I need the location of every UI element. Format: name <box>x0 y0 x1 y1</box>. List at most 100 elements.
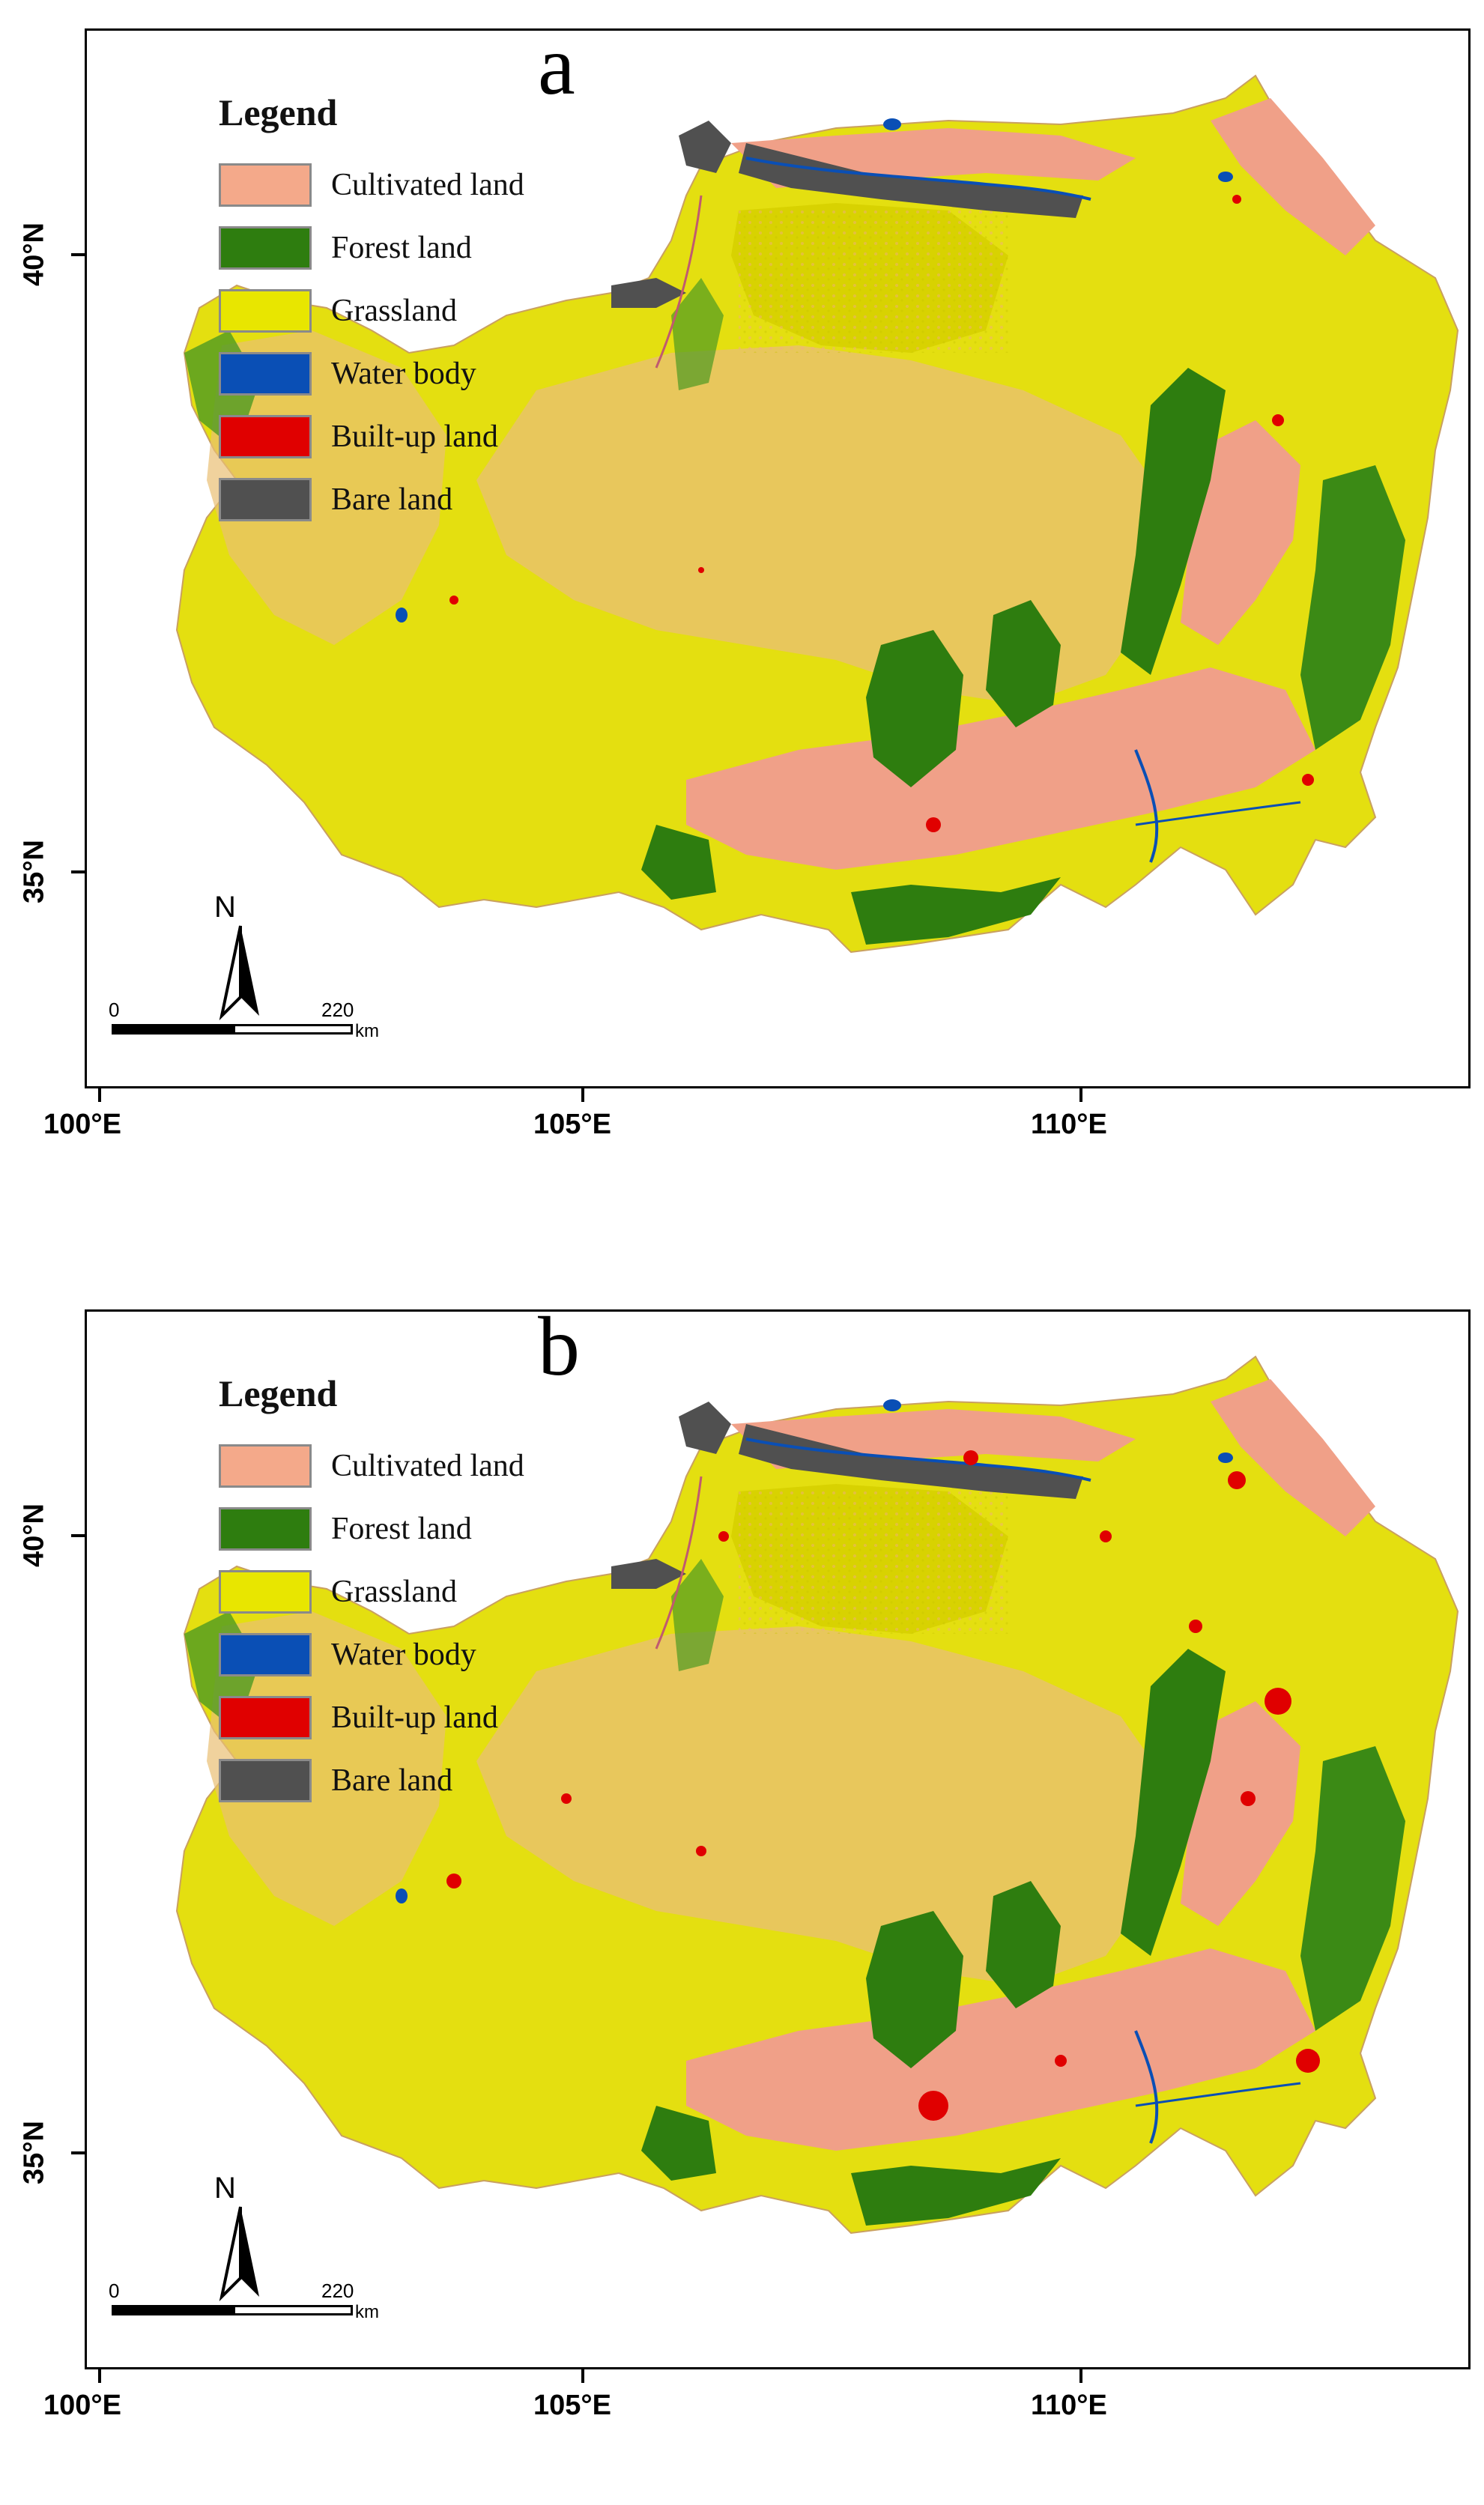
forest-center-1 <box>866 1911 963 2068</box>
wei-river <box>1135 2082 1301 2107</box>
forest-center-1 <box>866 630 963 787</box>
legend-title: Legend <box>219 1372 338 1414</box>
legend-title: Legend <box>219 91 338 133</box>
legend-label: Water body <box>331 357 476 391</box>
legend-item-builtup: Built-up land <box>219 405 608 468</box>
bare-land-nw <box>679 121 731 173</box>
forest-center-2 <box>986 600 1061 727</box>
yellow-river-east <box>1134 749 1159 863</box>
x-tick-mark <box>581 1088 584 1102</box>
y-tick-label: 40°N <box>18 1503 50 1567</box>
x-tick-mark <box>1079 1088 1082 1102</box>
scale-bar: 0 220 km <box>104 999 379 1044</box>
city-2 <box>1272 414 1284 426</box>
legend: Legend Cultivated land Forest land Grass… <box>219 1372 608 1812</box>
city-1 <box>1228 1471 1246 1489</box>
swatch-water <box>219 1633 312 1676</box>
bare-land-west <box>611 1559 686 1589</box>
forest-southwest <box>641 825 716 900</box>
scale-end: 220 <box>321 2280 354 2302</box>
city-2 <box>1265 1688 1291 1715</box>
forest-west-ridge <box>671 1559 724 1671</box>
scale-unit: km <box>355 2302 379 2322</box>
forest-south <box>851 877 1061 945</box>
cultivated-south-valley <box>686 1948 1315 2151</box>
x-tick-label: 105°E <box>533 2390 611 2421</box>
swatch-grassland <box>219 1570 312 1614</box>
forest-center-2 <box>986 1881 1061 2008</box>
x-tick-mark <box>1079 2369 1082 2383</box>
legend-item-water: Water body <box>219 1623 608 1686</box>
city-5 <box>449 596 458 605</box>
yellow-river-north <box>745 157 1091 201</box>
city-13 <box>1055 2055 1067 2067</box>
y-tick-mark <box>71 2151 85 2154</box>
y-tick-label: 40°N <box>18 222 50 286</box>
land-use-map <box>175 1355 1459 2235</box>
scale-bar: 0 220 km <box>104 2280 379 2324</box>
cultivated-west <box>207 330 446 645</box>
swatch-grassland <box>219 289 312 333</box>
forest-south <box>851 2158 1061 2226</box>
swatch-cultivated <box>219 1444 312 1488</box>
yellow-river-west <box>655 195 703 369</box>
cultivated-south-valley <box>686 667 1315 870</box>
panel-label: b <box>538 1300 580 1393</box>
legend-item-grassland: Grassland <box>219 1560 608 1623</box>
x-tick-label: 100°E <box>43 2390 121 2421</box>
legend-label: Grassland <box>331 294 457 328</box>
scale-bar-black <box>112 2305 233 2315</box>
bare-land-north <box>739 1424 1083 1499</box>
city-9 <box>1100 1530 1112 1542</box>
legend-item-bare: Bare land <box>219 468 608 531</box>
yellow-river-north <box>745 1438 1091 1482</box>
panel-label: a <box>538 19 575 112</box>
north-arrow-icon <box>219 2206 259 2302</box>
city-1 <box>1232 195 1241 204</box>
lake-3 <box>396 608 408 623</box>
forest-southwest <box>641 2106 716 2181</box>
lake-2 <box>1218 172 1233 182</box>
scale-start: 0 <box>109 999 120 1021</box>
forest-far-east <box>1300 465 1405 750</box>
legend-item-bare: Bare land <box>219 1749 608 1812</box>
yellow-river-west <box>655 1476 703 1650</box>
legend-item-builtup: Built-up land <box>219 1686 608 1749</box>
map-frame: Legend Cultivated land Forest land Grass… <box>85 28 1471 1088</box>
bare-land-north <box>739 143 1083 218</box>
city-8 <box>963 1450 978 1465</box>
y-tick-mark <box>71 870 85 873</box>
legend-label: Bare land <box>331 482 453 517</box>
bare-land-west <box>611 278 686 308</box>
scale-bar-black <box>112 1024 233 1035</box>
legend: Legend Cultivated land Forest land Grass… <box>219 91 608 531</box>
city-5 <box>446 1874 461 1888</box>
lake-3 <box>396 1888 408 1903</box>
legend-label: Bare land <box>331 1763 453 1798</box>
legend-item-cultivated: Cultivated land <box>219 1435 608 1497</box>
scale-unit: km <box>355 1021 379 1041</box>
legend-item-grassland: Grassland <box>219 279 608 342</box>
map-panel-a: Legend Cultivated land Forest land Grass… <box>0 0 1484 1224</box>
forest-east <box>1121 1649 1226 1956</box>
x-tick-label: 110°E <box>1031 1109 1107 1140</box>
y-tick-label: 35°N <box>18 840 50 903</box>
cultivated-northeast <box>1211 1379 1375 1536</box>
city-3 <box>918 2091 948 2121</box>
legend-label: Cultivated land <box>331 1449 524 1483</box>
city-11 <box>561 1793 572 1804</box>
yellow-river-east <box>1134 2030 1159 2144</box>
scale-end: 220 <box>321 999 354 1021</box>
lake-1 <box>883 118 901 130</box>
x-tick-label: 110°E <box>1031 2390 1107 2421</box>
swatch-forest <box>219 226 312 270</box>
lake-2 <box>1218 1453 1233 1463</box>
city-7 <box>698 567 704 573</box>
scale-bar-white <box>233 1024 353 1035</box>
cultivated-northeast <box>1211 98 1375 255</box>
y-tick-mark <box>71 1534 85 1537</box>
legend-label: Forest land <box>331 1512 472 1546</box>
x-tick-mark <box>98 2369 101 2383</box>
land-use-map <box>175 74 1459 954</box>
legend-item-forest: Forest land <box>219 216 608 279</box>
